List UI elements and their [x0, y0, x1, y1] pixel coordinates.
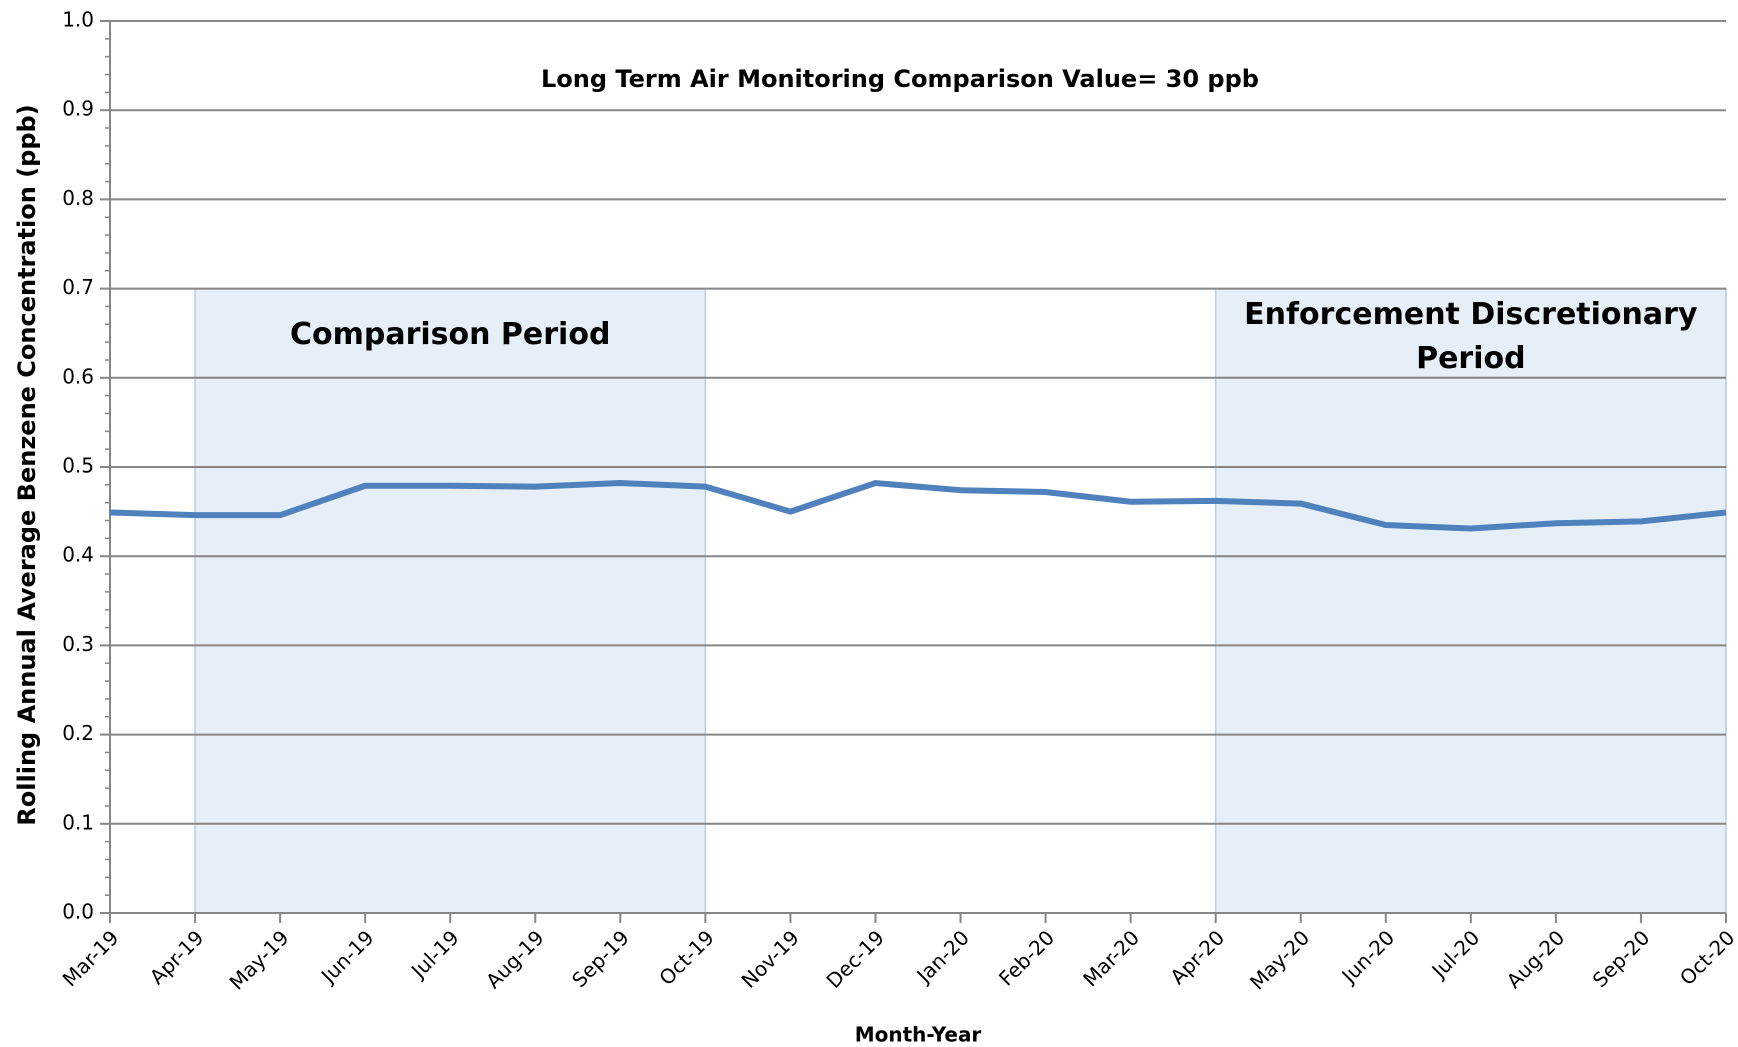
- x-tick-label: Jul-19: [405, 925, 464, 984]
- period-label: Comparison Period: [290, 317, 610, 352]
- x-axis-label: Month-Year: [855, 1023, 982, 1047]
- x-tick-label: Dec-19: [821, 925, 888, 992]
- x-tick-label: Jun-19: [315, 925, 379, 989]
- y-tick-label: 1.0: [62, 8, 94, 32]
- x-tick-label: Feb-20: [994, 925, 1059, 990]
- x-tick-label: Sep-20: [1588, 925, 1655, 992]
- y-tick-label: 0.4: [62, 543, 94, 567]
- y-tick-label: 0.9: [62, 97, 94, 121]
- x-tick-label: Apr-20: [1165, 925, 1229, 989]
- x-tick-label: Sep-19: [567, 925, 634, 992]
- y-tick-label: 0.8: [62, 186, 94, 210]
- y-tick-label: 0.2: [62, 721, 94, 745]
- x-tick-label: Oct-19: [654, 925, 719, 990]
- x-tick-label: Jul-20: [1426, 925, 1485, 984]
- shaded-period: [1214, 287, 1727, 914]
- x-tick-label: May-19: [224, 925, 293, 994]
- y-tick-label: 0.7: [62, 275, 94, 299]
- x-tick-label: Aug-19: [481, 925, 549, 993]
- shaded-period: [194, 287, 707, 914]
- y-tick-label: 0.0: [62, 900, 94, 924]
- period-label: Period: [1416, 341, 1526, 376]
- x-tick-label: Mar-20: [1078, 925, 1144, 991]
- x-tick-label: Nov-19: [737, 925, 804, 992]
- x-tick-label: May-20: [1245, 925, 1314, 994]
- y-tick-label: 0.6: [62, 364, 94, 388]
- y-axis-label: Rolling Annual Average Benzene Concentra…: [13, 104, 41, 825]
- y-tick-label: 0.1: [62, 810, 94, 834]
- annotation: Long Term Air Monitoring Comparison Valu…: [541, 65, 1259, 93]
- x-tick-label: Apr-19: [145, 925, 209, 989]
- background-layer: [194, 287, 1727, 914]
- y-tick-label: 0.5: [62, 454, 94, 478]
- x-tick-label: Oct-20: [1675, 925, 1738, 990]
- y-tick-label: 0.3: [62, 632, 94, 656]
- data-line: [109, 480, 1727, 532]
- x-tick-label: Jun-20: [1336, 925, 1400, 989]
- period-label: Enforcement Discretionary: [1244, 297, 1698, 332]
- x-tick-label: Aug-20: [1502, 925, 1570, 993]
- x-tick-label: Mar-19: [58, 925, 124, 991]
- x-tick-label: Jan-20: [911, 925, 974, 988]
